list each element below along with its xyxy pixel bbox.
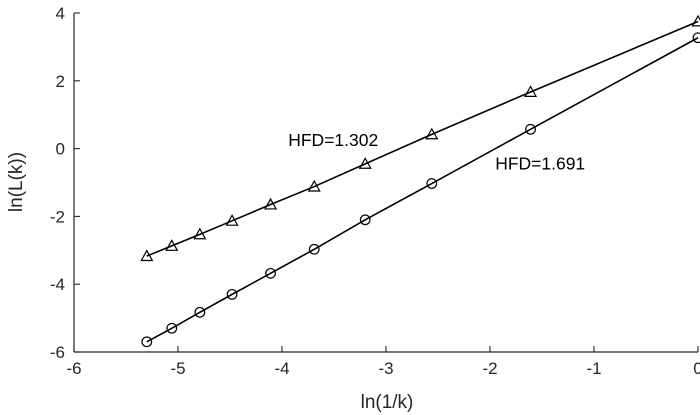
x-tick-label: -5 [170,359,185,378]
triangle-marker [425,127,439,140]
triangle-marker [358,157,372,169]
circle-marker [265,267,276,279]
triangle-marker [264,197,278,210]
triangle-marker [225,214,239,226]
x-tick-label: -2 [482,359,497,378]
axes: -6 -5 -4 -3 -2 -1 0 -6 -4 -2 0 2 4 [50,4,700,378]
circle-marker [692,32,700,44]
triangle-marker [193,227,207,240]
circle-marker [308,243,320,255]
y-tick-label: -6 [50,343,65,362]
triangle-marker [307,179,321,192]
x-tick-label: -6 [66,359,81,378]
x-tick-label: -3 [378,359,393,378]
circle-marker [141,336,153,348]
circle-marker [359,214,371,226]
circle-marker [426,178,438,189]
plot-area [140,14,700,348]
triangle-marker [691,14,700,27]
circle-marker [194,306,206,318]
annotations: HFD=1.302 HFD=1.691 [288,130,585,174]
x-axis-label: ln(1/k) [361,392,414,413]
y-tick-label: 2 [56,72,65,91]
triangle-marker [165,239,179,251]
y-axis-label: ln(L(k)) [6,152,27,212]
y-tick-label: -4 [50,275,65,294]
circle-marker [226,288,238,300]
y-tick-label: 4 [56,4,65,23]
x-tick-label: 0 [693,359,700,378]
series-triangle-line [146,20,699,257]
series-circle-line [146,37,699,343]
x-tick-label: -1 [586,359,601,378]
y-tick-label: -2 [50,207,65,226]
hfd-annotation: HFD=1.302 [288,130,378,150]
x-tick-label: -4 [274,359,289,378]
circle-marker [525,123,536,135]
triangle-marker [140,249,154,262]
circle-marker [166,322,178,334]
triangle-marker [524,85,538,97]
y-tick-label: 0 [56,140,65,159]
hfd-annotation: HFD=1.691 [495,154,585,174]
